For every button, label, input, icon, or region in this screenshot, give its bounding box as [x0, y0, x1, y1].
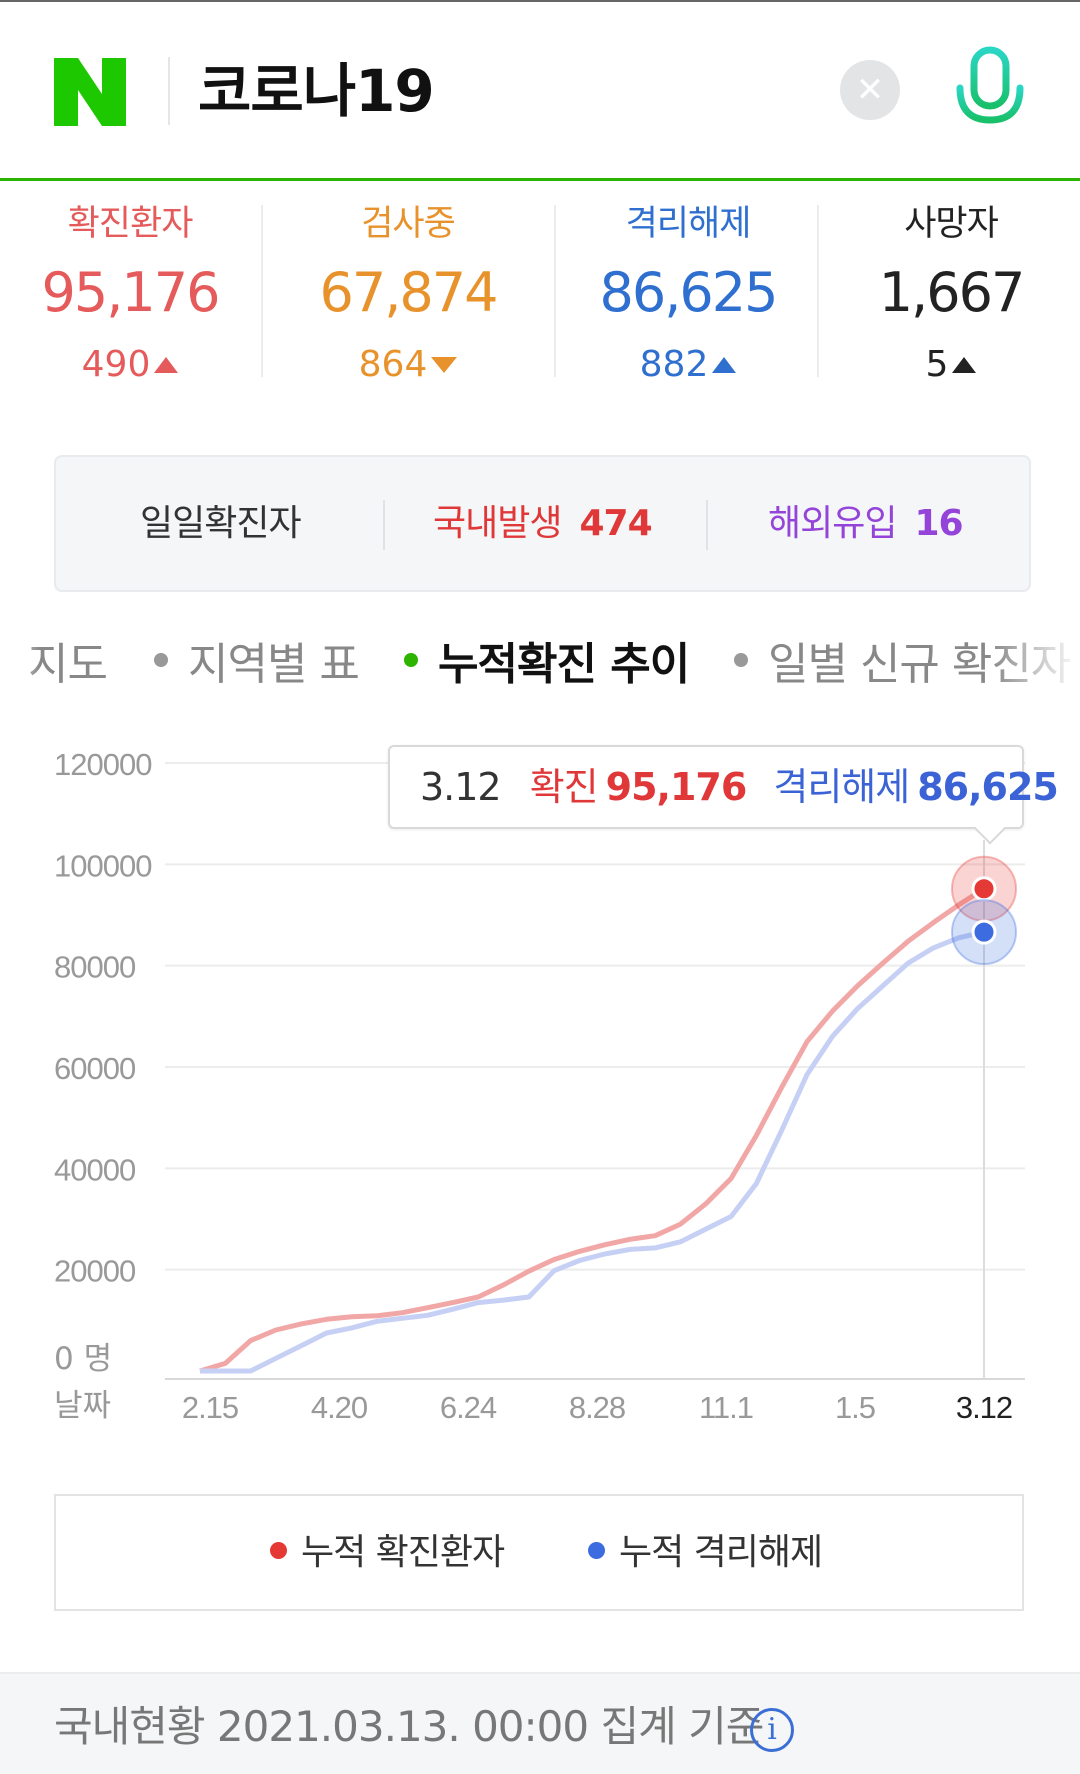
- info-icon[interactable]: i: [750, 1708, 794, 1752]
- daily-domestic-value: 474: [579, 503, 652, 544]
- x-tick-label: 4.20: [311, 1390, 368, 1425]
- stat-confirmed: 확진환자 95,176 490: [0, 199, 260, 391]
- tooltip-confirmed: 확진 95,176: [529, 765, 748, 809]
- daily-divider: [383, 500, 385, 550]
- stat-label: 확진환자: [67, 204, 194, 244]
- stat-deaths: 사망자 1,667 5: [821, 199, 1080, 391]
- tooltip-released: 격리해제 86,625: [773, 765, 1058, 809]
- chart-tooltip: 3.12 확진 95,176 격리해제 86,625: [388, 745, 1059, 845]
- stat-value: 67,874: [319, 261, 499, 324]
- footer-bar: 국내현황 2021.03.13. 00:00 집계 기준 i: [0, 1672, 1080, 1774]
- up-arrow-icon: [712, 357, 737, 373]
- stat-divider: [817, 205, 819, 377]
- daily-label: 일일확진자: [140, 503, 302, 544]
- cumulative-chart[interactable]: 120000 100000 80000 60000 40000 20000 0 명 2.15 4…: [0, 730, 1080, 1430]
- x-tick-label: 8.28: [569, 1390, 625, 1425]
- x-tick-label: 11.1: [699, 1390, 753, 1425]
- y-tick-label: 120000: [54, 747, 152, 782]
- up-arrow-icon: [952, 357, 977, 373]
- daily-confirmed-box: 일일확진자 국내발생 474 해외유입 16: [54, 455, 1031, 592]
- stat-label: 격리해제: [625, 204, 752, 244]
- daily-divider: [706, 500, 708, 550]
- stat-released: 격리해제 86,625 882: [558, 199, 818, 391]
- tab-bullet-icon: [404, 653, 418, 667]
- stat-label: 검사중: [361, 204, 456, 244]
- highlight-point-confirmed: [971, 876, 997, 902]
- x-tick-label: 1.5: [835, 1390, 875, 1425]
- y-zero-label: 0 명: [54, 1341, 112, 1377]
- legend-confirmed[interactable]: 누적 확진환자: [270, 1496, 505, 1609]
- daily-overseas: 해외유입 16: [768, 503, 964, 544]
- y-tick-label: 20000: [54, 1254, 136, 1289]
- tab-map[interactable]: 지도: [28, 639, 108, 690]
- chart-legend: 누적 확진환자 누적 격리해제: [54, 1494, 1024, 1611]
- tab-region-table[interactable]: 지역별 표: [154, 634, 360, 696]
- y-tick-label: 40000: [54, 1152, 136, 1187]
- clear-search-button[interactable]: ✕: [840, 60, 900, 120]
- legend-red-dot-icon: [270, 1542, 287, 1559]
- header-divider: [168, 57, 170, 125]
- y-tick-label: 60000: [54, 1051, 136, 1086]
- series-line-released: [200, 929, 985, 1374]
- legend-blue-dot-icon: [588, 1542, 605, 1559]
- y-tick-label: 80000: [54, 950, 136, 985]
- search-header: N 코로나19 ✕: [0, 0, 1080, 181]
- stat-testing: 검사중 67,874 864: [278, 199, 538, 391]
- daily-overseas-value: 16: [914, 503, 963, 544]
- down-arrow-icon: [431, 357, 458, 373]
- highlight-point-released: [971, 919, 997, 945]
- stat-divider: [261, 205, 263, 377]
- close-icon: ✕: [855, 70, 885, 110]
- stat-label: 사망자: [904, 204, 999, 244]
- stat-divider: [554, 205, 556, 377]
- stat-delta: 882: [558, 339, 818, 391]
- stat-value: 95,176: [41, 261, 221, 324]
- series-line-confirmed: [199, 886, 986, 1374]
- x-tick-label: 2.15: [182, 1390, 238, 1425]
- tab-bullet-icon: [734, 653, 748, 667]
- stat-delta: 864: [278, 339, 538, 391]
- tabs-fade-right: [990, 634, 1080, 696]
- data-basis-text: 국내현황 2021.03.13. 00:00 집계 기준: [54, 1702, 764, 1751]
- y-tick-label: 100000: [54, 848, 152, 883]
- stat-delta: 490: [0, 339, 260, 391]
- tab-cumulative-trend[interactable]: 누적확진 추이: [404, 634, 690, 696]
- search-query[interactable]: 코로나19: [198, 57, 435, 125]
- x-tick-label: 3.12: [956, 1390, 1012, 1425]
- stat-value: 86,625: [599, 261, 779, 324]
- legend-released[interactable]: 누적 격리해제: [588, 1496, 823, 1609]
- tooltip-date: 3.12: [420, 765, 502, 809]
- microphone-icon[interactable]: [950, 46, 1030, 138]
- stat-delta: 5: [821, 339, 1080, 391]
- chart-tabs: 지도 지역별 표 누적확진 추이 일별 신규 확진자: [0, 634, 1080, 696]
- stat-value: 1,667: [878, 261, 1026, 324]
- daily-domestic: 국내발생 474: [433, 503, 653, 544]
- tab-bullet-icon: [154, 653, 168, 667]
- up-arrow-icon: [154, 357, 179, 373]
- tabs-fade-left: [0, 634, 40, 696]
- x-tick-label: 6.24: [440, 1390, 497, 1425]
- x-axis-label: 날짜: [54, 1388, 111, 1424]
- naver-logo[interactable]: N: [54, 58, 126, 126]
